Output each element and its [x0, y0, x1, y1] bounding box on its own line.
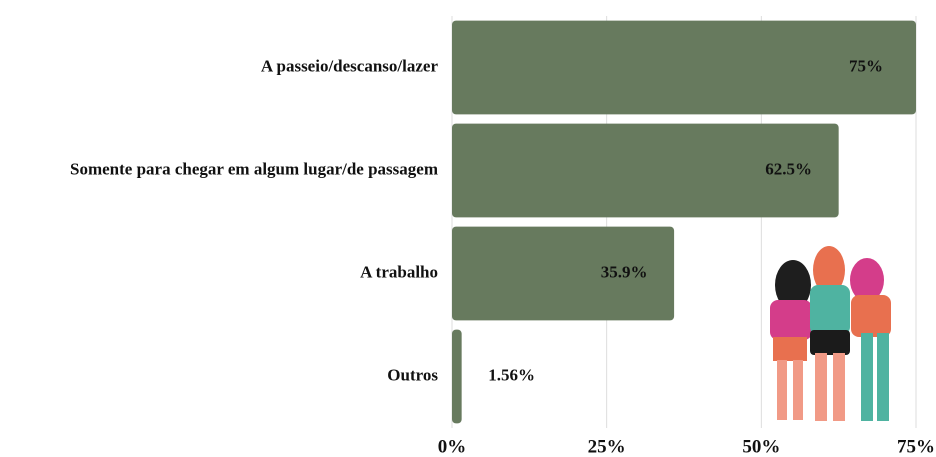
value-label: 35.9%: [601, 262, 648, 281]
y-tick-label: Somente para chegar em algum lugar/de pa…: [70, 159, 438, 178]
illustration: [770, 246, 891, 421]
y-tick-label: Outros: [387, 365, 438, 384]
y-tick-label: A passeio/descanso/lazer: [261, 56, 439, 75]
x-tick-label: 50%: [742, 436, 780, 457]
x-tick-label: 0%: [438, 436, 467, 457]
value-label: 1.56%: [488, 365, 535, 384]
bar: [452, 123, 839, 218]
value-label: 62.5%: [765, 159, 812, 178]
x-tick-label: 25%: [588, 436, 626, 457]
y-tick-label: A trabalho: [360, 262, 438, 281]
labels: 0% 25% 50% 75% A passeio/descanso/lazer 75% So…: [70, 56, 935, 457]
bar: [452, 20, 916, 115]
bars: [452, 20, 916, 424]
x-tick-label: 75%: [897, 436, 935, 457]
bar: [452, 226, 675, 321]
bar: [452, 329, 462, 424]
value-label: 75%: [849, 56, 883, 75]
